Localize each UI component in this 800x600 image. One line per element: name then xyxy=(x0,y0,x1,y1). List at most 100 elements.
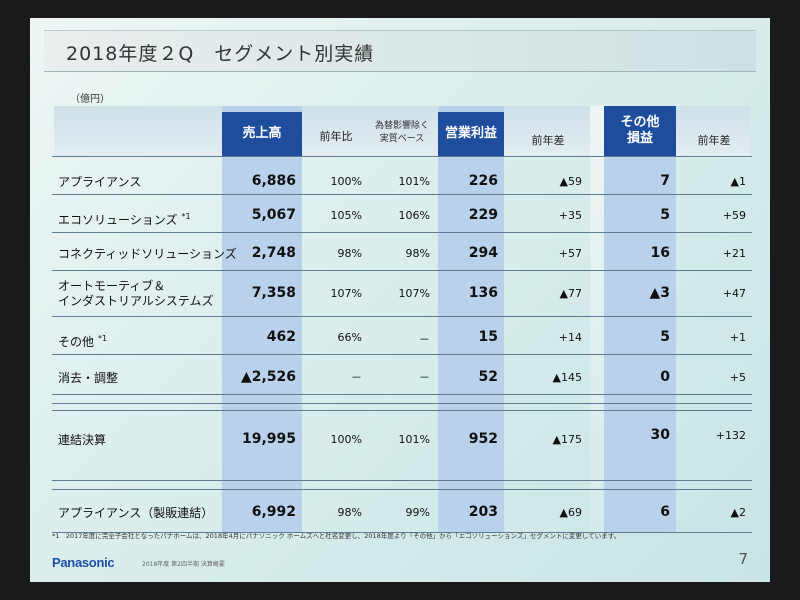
other-value: 16 xyxy=(650,245,670,261)
total-label: 連結決算 xyxy=(58,433,107,447)
unit-label: （億円） xyxy=(70,94,110,105)
total-real-ratio: 101% xyxy=(398,433,430,446)
other-diff: +21 xyxy=(722,247,746,260)
op-value: 136 xyxy=(468,285,498,301)
other-diff: ▲1 xyxy=(730,175,746,188)
total-op: 952 xyxy=(468,431,498,447)
op-value: 294 xyxy=(468,245,498,261)
real-ratio: 101% xyxy=(398,175,430,188)
other-value: 0 xyxy=(660,369,670,385)
sales-value: 7,358 xyxy=(251,285,296,301)
header-yoy-diff: 前年差 xyxy=(531,134,565,147)
sub-yoy-ratio: 98% xyxy=(337,506,362,519)
row-label: コネクティッドソリューションズ xyxy=(58,247,237,261)
other-value: 5 xyxy=(660,207,670,223)
op-value: 52 xyxy=(478,369,498,385)
header-fx-line1: 為替影響除く xyxy=(374,121,429,131)
table-row: その他 *1 462 66% － 15 +14 5 +1 xyxy=(52,316,752,355)
header-operating-profit: 営業利益 xyxy=(438,112,504,156)
table-row: アプライアンス 6,886 100% 101% 226 ▲59 7 ▲1 xyxy=(52,156,752,195)
op-diff: +35 xyxy=(558,209,582,222)
op-column-highlight xyxy=(438,106,504,532)
table-row: エコソリューションズ *1 5,067 105% 106% 229 +35 5 +… xyxy=(52,194,752,233)
sales-value: 6,886 xyxy=(251,173,296,189)
sub-row: アプライアンス（製販連結） 6,992 98% 99% 203 ▲69 6 ▲2 xyxy=(52,496,752,533)
sub-op: 203 xyxy=(468,504,498,520)
op-diff: ▲77 xyxy=(559,287,582,300)
footer-meta: 2018年度 第2四半期 決算概要 xyxy=(142,561,225,568)
total-other-diff: +132 xyxy=(715,429,746,442)
double-rule xyxy=(52,480,752,490)
double-rule xyxy=(52,394,752,404)
header-sales: 売上高 xyxy=(222,112,302,156)
segment-table: 売上高 前年比 為替影響除く 実質ベース 営業利益 前年差 その他 損益 前年差 … xyxy=(52,106,752,536)
op-diff: +57 xyxy=(558,247,582,260)
real-ratio: － xyxy=(419,371,430,384)
header-other-yoy-diff: 前年差 xyxy=(697,134,731,147)
yoy-ratio: 98% xyxy=(337,247,362,260)
other-value: 7 xyxy=(660,173,670,189)
header-fx-excluded: 為替影響除く 実質ベース xyxy=(370,120,434,146)
real-ratio: 107% xyxy=(398,287,430,300)
table-row: 消去・調整 ▲2,526 － － 52 ▲145 0 +5 xyxy=(52,354,752,395)
other-diff: +1 xyxy=(729,331,746,344)
op-value: 229 xyxy=(468,207,498,223)
header-other-line1: その他 xyxy=(620,115,660,130)
total-yoy-ratio: 100% xyxy=(330,433,362,446)
sub-sales: 6,992 xyxy=(251,504,296,520)
sub-real-ratio: 99% xyxy=(405,506,430,519)
sales-value: 2,748 xyxy=(251,245,296,261)
real-ratio: 106% xyxy=(398,209,430,222)
sub-label: アプライアンス（製販連結） xyxy=(58,506,214,520)
title-bar: 2018年度２Q セグメント別実績 xyxy=(44,30,756,72)
slide-title: 2018年度２Q セグメント別実績 xyxy=(66,43,375,65)
header-other-profit: その他 損益 xyxy=(604,106,676,156)
column-gap xyxy=(590,106,604,536)
op-diff: ▲59 xyxy=(559,175,582,188)
other-diff: +5 xyxy=(729,371,746,384)
real-ratio: － xyxy=(419,333,430,346)
yoy-ratio: － xyxy=(351,371,362,384)
row-label: 消去・調整 xyxy=(58,371,119,385)
op-value: 226 xyxy=(468,173,498,189)
yoy-ratio: 66% xyxy=(337,331,362,344)
page-number: 7 xyxy=(738,550,748,568)
row-label: その他 *1 xyxy=(58,334,108,349)
header-band xyxy=(54,106,614,156)
op-value: 15 xyxy=(478,329,498,345)
header-yoy-ratio: 前年比 xyxy=(319,130,353,143)
other-value: ▲3 xyxy=(649,285,670,301)
other-diff: +59 xyxy=(722,209,746,222)
total-other: 30 xyxy=(650,427,670,443)
footnote-mark: *1 xyxy=(181,212,191,221)
panasonic-logo: Panasonic xyxy=(52,555,115,570)
slide: 2018年度２Q セグメント別実績 （億円） 売上高 前年比 為替影響除く 実質… xyxy=(30,18,770,582)
total-row: 連結決算 19,995 100% 101% 952 ▲175 30 +132 xyxy=(52,410,752,465)
row-label: アプライアンス xyxy=(58,175,142,189)
sales-value: 5,067 xyxy=(251,207,296,223)
sales-value: 462 xyxy=(266,329,296,345)
row-label: エコソリューションズ *1 xyxy=(58,212,191,227)
other-value: 5 xyxy=(660,329,670,345)
op-diff: +14 xyxy=(558,331,582,344)
other-column-highlight xyxy=(604,106,676,532)
row-label: オートモーティブ＆ インダストリアルシステムズ xyxy=(58,279,214,308)
yoy-ratio: 105% xyxy=(330,209,362,222)
table-row: コネクティッドソリューションズ 2,748 98% 98% 294 +57 16… xyxy=(52,232,752,271)
sub-op-diff: ▲69 xyxy=(559,506,582,519)
header-other-line2: 損益 xyxy=(626,131,653,146)
table-row: オートモーティブ＆ インダストリアルシステムズ 7,358 107% 107% 1… xyxy=(52,270,752,317)
sub-other-diff: ▲2 xyxy=(730,506,746,519)
yoy-ratio: 107% xyxy=(330,287,362,300)
sub-other: 6 xyxy=(660,504,670,520)
header-fx-line2: 実質ベース xyxy=(379,134,425,144)
sales-column-highlight xyxy=(222,106,302,532)
sales-value: ▲2,526 xyxy=(240,369,296,385)
footnote-mark: *1 xyxy=(98,334,108,343)
total-sales: 19,995 xyxy=(241,431,296,447)
yoy-ratio: 100% xyxy=(330,175,362,188)
real-ratio: 98% xyxy=(405,247,430,260)
footnote: *1 2017年度に完全子会社となったパナホームは、2018年4月にパナソニック… xyxy=(52,532,621,540)
other-diff: +47 xyxy=(722,287,746,300)
op-diff: ▲145 xyxy=(552,371,582,384)
